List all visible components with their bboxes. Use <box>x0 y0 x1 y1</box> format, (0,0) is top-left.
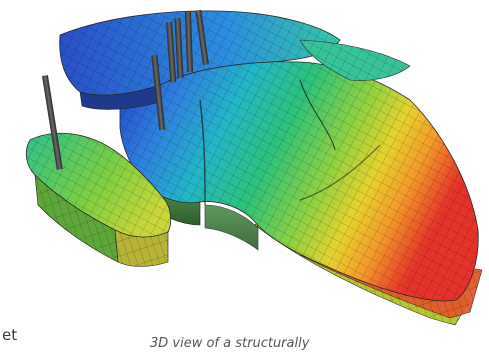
well-bores <box>41 9 209 170</box>
well-1 <box>41 75 63 170</box>
upper-structural-block <box>59 10 411 110</box>
figure-caption: 3D view of a structurally <box>150 336 310 351</box>
well-3 <box>166 21 177 83</box>
well-4 <box>174 17 184 79</box>
main-structural-surface <box>119 61 479 302</box>
reservoir-3d-model <box>25 9 483 326</box>
well-6 <box>195 9 209 66</box>
left-text-fragment: et <box>2 326 18 344</box>
well-2 <box>151 54 166 131</box>
well-5 <box>184 11 194 73</box>
left-structural-block <box>25 132 172 267</box>
